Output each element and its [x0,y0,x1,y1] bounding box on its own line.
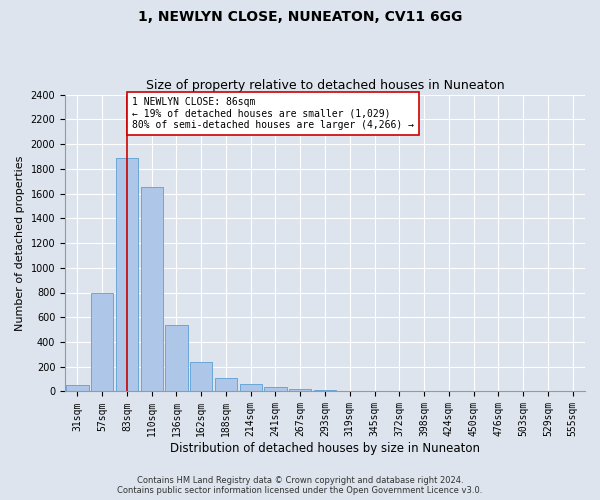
Bar [66,384,89,392]
Bar [265,387,287,392]
Bar [289,389,311,392]
Bar [91,292,113,392]
Bar [215,378,237,392]
Bar [239,384,262,392]
Title: Size of property relative to detached houses in Nuneaton: Size of property relative to detached ho… [146,79,505,92]
Text: 1 NEWLYN CLOSE: 86sqm
← 19% of detached houses are smaller (1,029)
80% of semi-d: 1 NEWLYN CLOSE: 86sqm ← 19% of detached … [132,97,414,130]
Text: Contains HM Land Registry data © Crown copyright and database right 2024.
Contai: Contains HM Land Registry data © Crown c… [118,476,482,495]
Bar [166,326,188,392]
X-axis label: Distribution of detached houses by size in Nuneaton: Distribution of detached houses by size … [170,442,480,455]
Bar [140,188,163,392]
Y-axis label: Number of detached properties: Number of detached properties [15,156,25,330]
Bar [314,390,336,392]
Bar [116,158,138,392]
Bar [190,362,212,392]
Text: 1, NEWLYN CLOSE, NUNEATON, CV11 6GG: 1, NEWLYN CLOSE, NUNEATON, CV11 6GG [138,10,462,24]
